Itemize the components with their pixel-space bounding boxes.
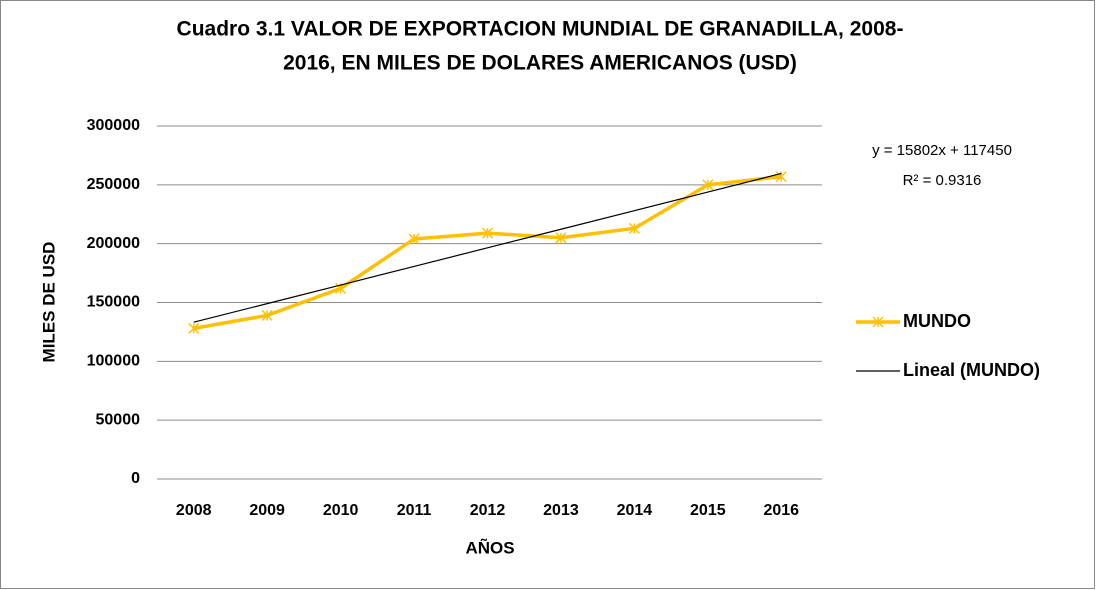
point-marker (775, 171, 787, 183)
x-tick-label: 2009 (249, 502, 285, 519)
point-marker (188, 322, 200, 334)
y-tick-label: 150000 (87, 294, 140, 311)
y-tick-label: 100000 (87, 353, 140, 370)
y-tick-label: 0 (131, 470, 140, 487)
x-axis-label: AÑOS (465, 537, 514, 557)
point-marker (408, 233, 420, 245)
chart-title: Cuadro 3.1 VALOR DE EXPORTACION MUNDIAL … (177, 18, 904, 41)
x-tick-label: 2012 (470, 502, 506, 519)
annotation: y = 15802x + 117450 (872, 142, 1012, 159)
point-marker (481, 227, 494, 239)
y-tick-label: 300000 (87, 117, 140, 134)
x-tick-label: 2014 (617, 502, 653, 519)
y-axis-label: MILES DE USD (39, 242, 58, 363)
chart-title: 2016, EN MILES DE DOLARES AMERICANOS (US… (283, 52, 797, 75)
x-tick-label: 2015 (690, 502, 726, 519)
x-tick-label: 2013 (543, 502, 579, 519)
legend-marker (872, 316, 884, 328)
legend-label: MUNDO (903, 311, 971, 331)
annotation: R² = 0.9316 (903, 172, 982, 189)
point-marker (555, 232, 567, 244)
x-tick-label: 2011 (397, 502, 432, 519)
point-marker (261, 309, 273, 321)
legend-label: Lineal (MUNDO) (903, 360, 1040, 380)
point-marker (702, 179, 714, 191)
y-tick-label: 250000 (87, 176, 140, 193)
x-tick-label: 2016 (763, 502, 799, 519)
y-tick-label: 50000 (96, 411, 141, 428)
x-tick-label: 2008 (176, 502, 212, 519)
series-line (193, 172, 782, 323)
point-marker (628, 222, 640, 234)
y-tick-label: 200000 (87, 235, 140, 252)
x-tick-label: 2010 (323, 502, 359, 519)
